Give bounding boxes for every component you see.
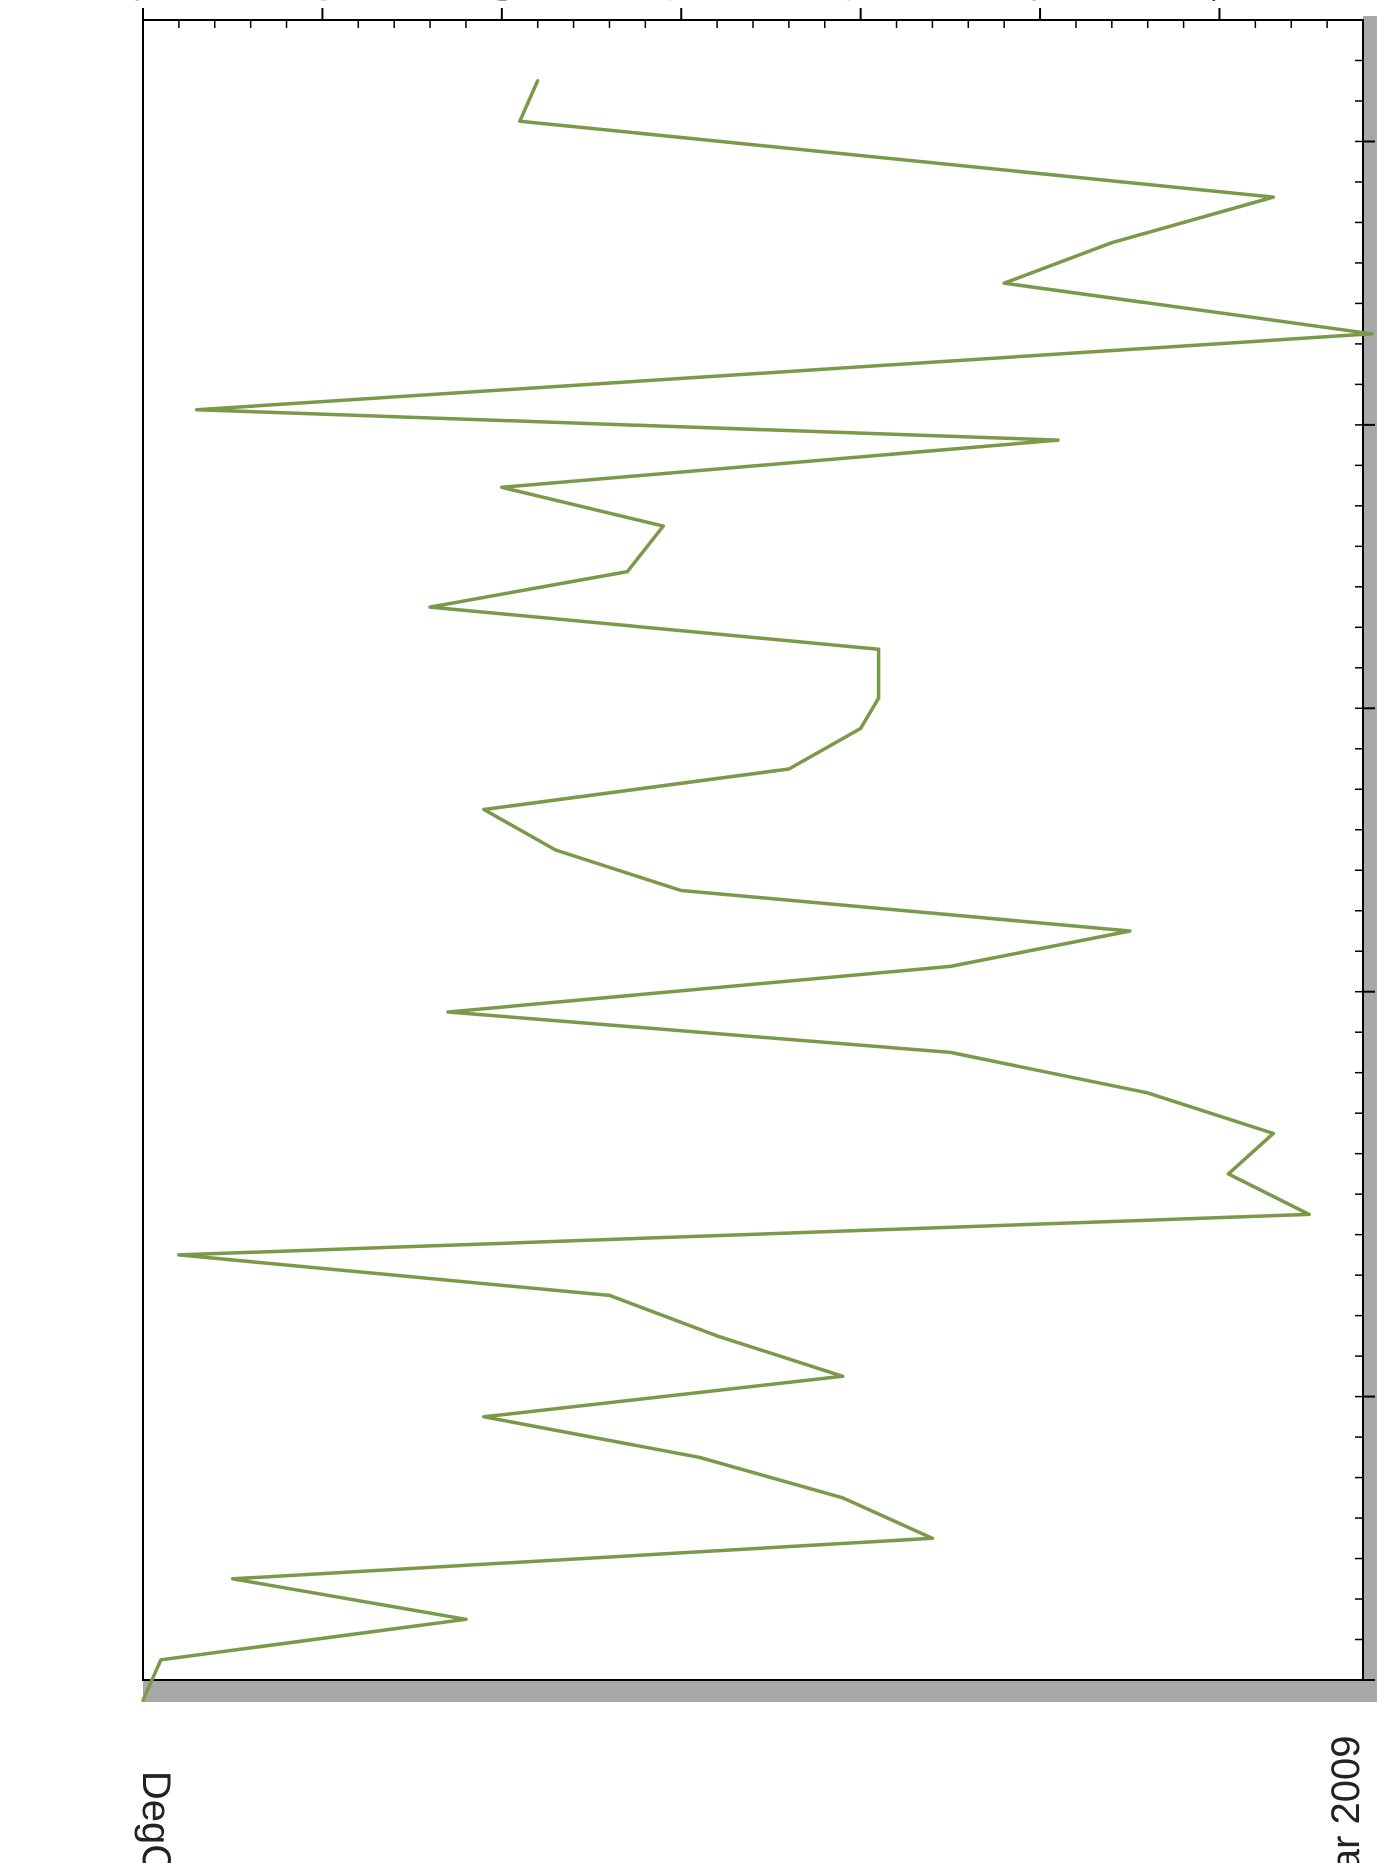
series-point — [1307, 1212, 1311, 1216]
series-point — [948, 1050, 952, 1055]
series-point — [876, 696, 881, 700]
series-point — [1271, 195, 1275, 199]
top-shade-bar — [1363, 16, 1377, 1680]
series-point — [607, 1293, 612, 1297]
y-tick-label: 18 — [121, 0, 163, 2]
series-point — [1002, 281, 1006, 285]
series-point — [554, 848, 558, 852]
series-point — [518, 119, 522, 123]
y-tick-label: 21 — [659, 0, 701, 2]
series-point — [177, 1253, 181, 1257]
series-point — [536, 79, 540, 83]
series-point — [159, 1658, 163, 1662]
y-tick-label: 19 — [300, 0, 342, 2]
series-point — [428, 605, 432, 609]
series-point — [876, 647, 881, 651]
series-point — [1146, 1091, 1150, 1095]
series-point — [500, 485, 504, 489]
series-point — [1128, 929, 1132, 933]
series-point — [482, 807, 486, 812]
series-point — [141, 1698, 145, 1702]
series-point — [625, 570, 630, 574]
series-point — [464, 1617, 468, 1621]
y-tick-label: 20 — [480, 0, 522, 2]
x-axis-title: Mar 2009 — [1324, 1736, 1368, 1863]
series-point — [859, 726, 863, 731]
series-point — [948, 964, 952, 969]
series-point — [697, 1455, 701, 1459]
y-tick-label: 24 — [1197, 0, 1239, 2]
series-point — [1226, 1172, 1231, 1176]
series-point — [1110, 241, 1114, 245]
series-point — [930, 1536, 935, 1540]
series-point — [841, 1374, 845, 1378]
series-point — [231, 1577, 235, 1581]
y-axis-title: DegC — [134, 1771, 178, 1863]
series-point — [482, 1415, 486, 1419]
series-point — [661, 524, 665, 528]
series-point — [446, 1010, 450, 1014]
right-shade-bar — [143, 1680, 1377, 1702]
series-point — [195, 408, 199, 412]
series-point — [841, 1496, 845, 1500]
series-point — [715, 1334, 719, 1338]
series-point — [1271, 1131, 1275, 1136]
y-tick-label: 23 — [1018, 0, 1060, 2]
series-point — [1370, 332, 1374, 336]
series-point — [1056, 438, 1060, 442]
series-point — [787, 767, 791, 771]
series-point — [679, 888, 683, 893]
y-tick-label: 22 — [839, 0, 881, 2]
